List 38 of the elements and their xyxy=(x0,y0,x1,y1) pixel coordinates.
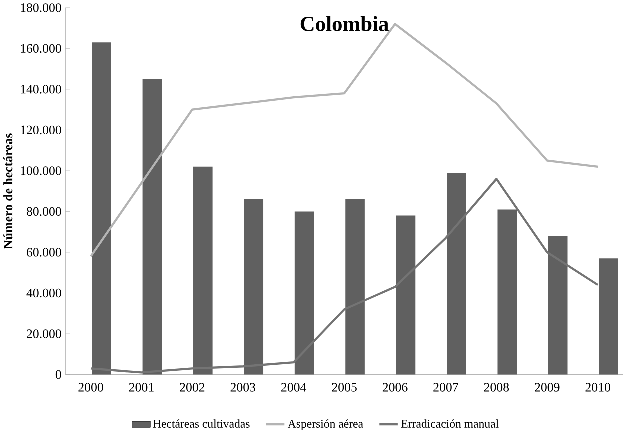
x-tick-label: 2004 xyxy=(282,383,307,392)
x-tick-label: 2010 xyxy=(586,383,610,392)
legend-label: Erradicación manual xyxy=(401,420,499,428)
y-axis-title: Número de hectáreas xyxy=(4,134,13,250)
bar xyxy=(599,258,618,375)
y-tick-label: 160.000 xyxy=(21,44,62,54)
bar xyxy=(294,212,314,375)
bar xyxy=(194,167,213,375)
y-tick-label: 40.000 xyxy=(26,289,62,298)
bar xyxy=(346,200,365,375)
y-tick-label: 60.000 xyxy=(27,248,62,257)
x-tick-label: 2007 xyxy=(434,383,458,392)
y-tick-label: 100.000 xyxy=(21,166,62,176)
line-series xyxy=(90,178,600,374)
x-tick-label: 2001 xyxy=(129,383,154,392)
bar xyxy=(447,173,466,375)
x-tick-label: 2009 xyxy=(535,383,560,392)
bar xyxy=(142,79,162,375)
x-tick-label: 2002 xyxy=(180,383,205,392)
x-tick-label: 2000 xyxy=(78,383,104,392)
chart-title: Colombia xyxy=(300,16,389,32)
y-tick-label: 80.000 xyxy=(26,207,62,216)
y-tick-label: 120.000 xyxy=(21,126,62,135)
x-tick-label: 2003 xyxy=(230,383,256,392)
legend-label: Aspersión aérea xyxy=(288,420,364,430)
bar xyxy=(92,42,112,375)
y-tick-label: 20.000 xyxy=(27,330,62,339)
bar xyxy=(548,236,568,375)
legend-label: Hectáreas cultivadas xyxy=(153,420,250,428)
bar xyxy=(244,200,264,375)
y-tick-label: 0 xyxy=(56,370,62,380)
x-tick-label: 2008 xyxy=(484,383,510,392)
x-tick-label: 2005 xyxy=(332,383,357,392)
bar xyxy=(498,210,518,375)
x-tick-label: 2006 xyxy=(382,383,408,392)
y-tick-label: 140.000 xyxy=(21,85,62,94)
bar xyxy=(396,216,416,375)
y-tick-label: 180.000 xyxy=(21,4,62,12)
